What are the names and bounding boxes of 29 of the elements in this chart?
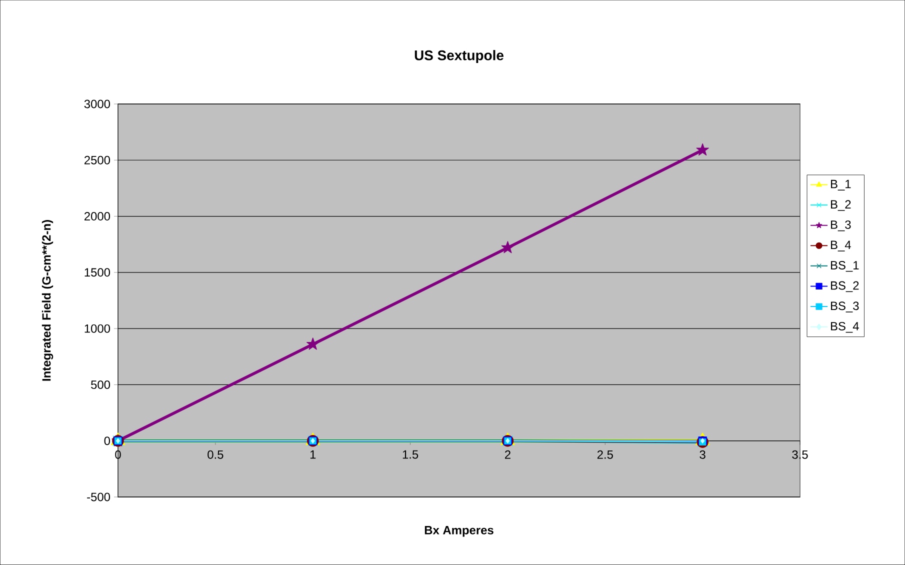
x-tick-label: 0.5	[208, 450, 224, 459]
x-tick-label: 2.5	[597, 450, 613, 459]
legend-label: BS_2	[831, 281, 859, 292]
y-tick-label: 0	[104, 436, 110, 446]
point	[501, 241, 514, 254]
x-tick-label: 2	[504, 450, 510, 459]
y-tick-label: 2000	[84, 212, 110, 220]
x-tick-label: 1.5	[402, 450, 418, 459]
legend-label: B_4	[831, 240, 851, 252]
chart-title: US Sextupole	[414, 50, 504, 64]
legend-label: B_2	[831, 200, 851, 211]
point	[696, 143, 709, 156]
y-tick-label: 3000	[84, 100, 110, 108]
point	[306, 338, 320, 350]
x-tick-label: 1	[310, 450, 316, 459]
x-tick-label: 3	[700, 450, 706, 459]
y-axis-title: Integrated Field (G-cm**(2-n)	[42, 220, 54, 381]
legend-label: BS_3	[831, 302, 859, 312]
y-tick-label: -500	[87, 492, 110, 502]
legend-label: B_3	[831, 220, 851, 232]
legend-label: B_1	[831, 180, 851, 191]
legend-label: BS_1	[831, 260, 859, 272]
y-tick-label: 1000	[84, 324, 110, 333]
x-tick-label: 3.5	[792, 450, 808, 459]
legend-label: BS_4	[831, 322, 859, 333]
x-axis-title: Bx Amperes	[424, 526, 494, 537]
y-tick-label: 1500	[84, 268, 110, 277]
y-tick-label: 2500	[84, 156, 110, 164]
y-tick-label: 500	[91, 380, 110, 389]
